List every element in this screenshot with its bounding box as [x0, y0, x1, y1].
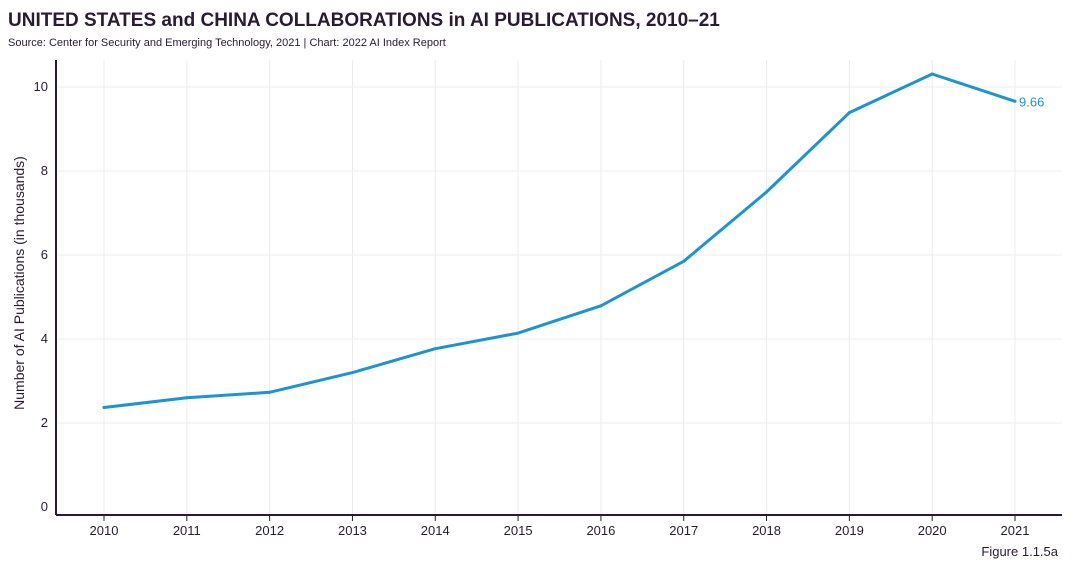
y-tick-label: 6	[41, 247, 48, 262]
y-tick-label: 0	[41, 499, 48, 514]
x-tick-label: 2020	[918, 523, 947, 538]
x-tick-label: 2017	[669, 523, 698, 538]
chart-title: UNITED STATES and CHINA COLLABORATIONS i…	[8, 10, 720, 31]
x-tick-label: 2011	[173, 523, 201, 538]
grid-lines	[58, 60, 1062, 515]
data-point	[682, 259, 686, 263]
chart-source: Source: Center for Security and Emerging…	[8, 37, 446, 49]
x-tick-label: 2021	[1001, 523, 1030, 538]
data-point	[599, 304, 603, 308]
x-tick-label: 2012	[255, 523, 284, 538]
end-value-label: 9.66	[1019, 94, 1044, 109]
data-point	[185, 396, 189, 400]
x-tick-label: 2019	[835, 523, 864, 538]
x-tick-label: 2016	[586, 523, 615, 538]
x-axis-ticks: 2010 2011 2012 2013 2014 2015 2016 2017 2018 2019…	[90, 515, 1030, 538]
y-tick-label: 8	[41, 163, 48, 178]
y-axis-label: Number of AI Publications (in thousands)	[11, 156, 27, 410]
x-tick-label: 2015	[504, 523, 533, 538]
data-point	[847, 111, 851, 115]
data-point	[930, 72, 934, 76]
data-point	[268, 390, 272, 394]
x-tick-label: 2018	[752, 523, 781, 538]
data-point	[765, 190, 769, 194]
data-point	[433, 347, 437, 351]
data-point	[350, 371, 354, 375]
series-line	[102, 72, 1017, 409]
x-tick-label: 2010	[90, 523, 119, 538]
series-group	[102, 72, 1017, 409]
data-point	[102, 405, 106, 409]
y-axis-ticks: 0 2 4 6 8 10	[34, 79, 48, 514]
y-tick-label: 2	[41, 415, 48, 430]
figure-label: Figure 1.1.5a	[981, 544, 1058, 559]
x-tick-label: 2014	[421, 523, 450, 538]
data-point	[1013, 99, 1017, 103]
y-tick-label: 4	[41, 331, 48, 346]
x-tick-label: 2013	[338, 523, 367, 538]
y-tick-label: 10	[34, 79, 48, 94]
data-point	[516, 331, 520, 335]
